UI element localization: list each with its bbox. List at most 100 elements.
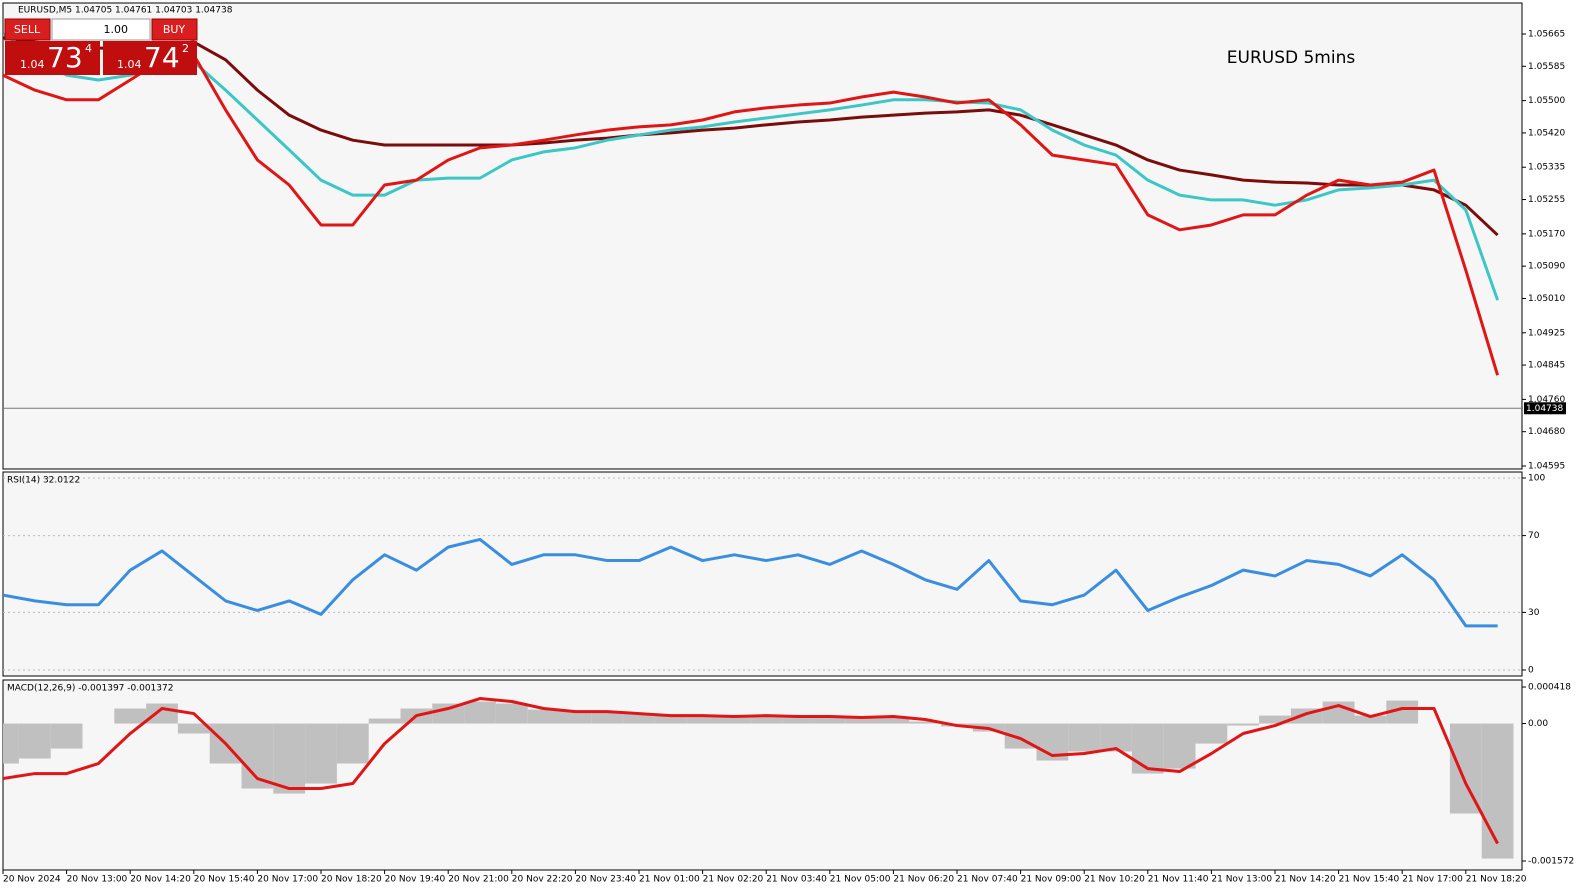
indicator-label: RSI(14) 32.0122 (7, 476, 80, 486)
plot-area (3, 697, 1514, 859)
histogram-bar (495, 703, 528, 724)
histogram-bar (1449, 723, 1482, 814)
x-tick-label: 20 Nov 18:20 (321, 875, 382, 885)
histogram-bar (782, 716, 814, 724)
histogram-bar (1195, 723, 1228, 744)
histogram-bar (464, 701, 496, 724)
y-tick-label: 1.05010 (1528, 294, 1565, 304)
histogram-bar (718, 716, 751, 724)
panel (2, 679, 1523, 871)
histogram-bar (909, 721, 942, 724)
panel (2, 471, 1523, 677)
x-tick-label: 21 Nov 07:40 (957, 875, 1018, 885)
histogram-bar (18, 723, 51, 759)
y-tick-label: 1.05665 (1528, 30, 1565, 40)
y-tick-label: -0.001572 (1528, 857, 1574, 867)
x-tick-label: 21 Nov 14:20 (1275, 875, 1336, 885)
histogram-bar (146, 703, 178, 724)
histogram-bar (1068, 723, 1101, 752)
histogram-bar (623, 713, 655, 724)
x-tick-label: 20 Nov 15:40 (194, 875, 255, 885)
histogram-bar (813, 716, 846, 724)
x-tick-label: 21 Nov 15:40 (1339, 875, 1400, 885)
x-tick-label: 20 Nov 22:20 (512, 875, 573, 885)
x-tick-label: 21 Nov 13:00 (1211, 875, 1272, 885)
x-tick-label: 20 Nov 2024 (3, 875, 61, 885)
x-tick-label: 21 Nov 01:00 (639, 875, 700, 885)
x-tick-label: 20 Nov 17:00 (257, 875, 318, 885)
histogram-bar (686, 715, 719, 724)
series-line (3, 697, 1499, 845)
lots-input[interactable] (51, 18, 151, 41)
histogram-bar (654, 715, 687, 724)
x-tick-label: 20 Nov 13:00 (67, 875, 128, 885)
histogram-bar (559, 711, 592, 724)
y-tick-label: 1.05170 (1528, 229, 1565, 239)
plot-area (3, 477, 1522, 671)
buy-button[interactable] (151, 18, 198, 41)
histogram-bar (1131, 723, 1164, 774)
histogram-bar (750, 715, 783, 724)
histogram-bar (1354, 715, 1387, 724)
sell-button[interactable] (4, 18, 51, 41)
y-tick-label: 1.05335 (1528, 163, 1565, 173)
y-tick-label: 1.05500 (1528, 96, 1565, 106)
histogram-bar (877, 716, 910, 724)
histogram-bar (50, 723, 83, 749)
y-tick-label: 0.000418 (1528, 683, 1571, 693)
x-tick-label: 21 Nov 06:20 (893, 875, 954, 885)
histogram-bar (368, 718, 401, 724)
x-tick-label: 21 Nov 17:00 (1402, 875, 1463, 885)
x-tick-label: 21 Nov 03:40 (766, 875, 827, 885)
y-tick-label: 1.05585 (1528, 62, 1565, 72)
histogram-bar (1481, 723, 1514, 859)
histogram-bar (432, 703, 465, 724)
histogram-bar (591, 711, 624, 724)
ask-sup: 2 (182, 42, 189, 55)
panel (2, 2, 1523, 470)
histogram-bar (336, 723, 369, 764)
histogram-bar (177, 723, 210, 734)
x-tick-label: 21 Nov 02:20 (703, 875, 764, 885)
sell-label: SELL (14, 23, 41, 36)
y-tick-label: 30 (1528, 608, 1540, 618)
histogram-bar (114, 708, 147, 724)
x-tick-label: 21 Nov 11:40 (1148, 875, 1209, 885)
x-tick-label: 21 Nov 10:20 (1084, 875, 1145, 885)
lots-value: 1.00 (104, 23, 129, 36)
y-tick-label: 1.04845 (1528, 361, 1565, 371)
current-price-label: 1.04738 (1526, 404, 1563, 414)
x-tick-label: 21 Nov 05:00 (830, 875, 891, 885)
ask-big: 1.04 (117, 58, 142, 71)
plot-area (3, 32, 1500, 376)
current-price-box (1524, 402, 1566, 415)
histogram-bar (1163, 723, 1196, 769)
y-tick-label: 1.04680 (1528, 427, 1565, 437)
x-tick-label: 20 Nov 19:40 (385, 875, 446, 885)
y-tick-label: 1.05090 (1528, 262, 1565, 272)
y-tick-label: 0.00 (1528, 719, 1548, 729)
y-tick-label: 1.04760 (1528, 395, 1565, 405)
y-tick-label: 0 (1528, 666, 1534, 676)
symbol-header: EURUSD,M5 1.04705 1.04761 1.04703 1.0473… (18, 6, 233, 16)
ask-box[interactable] (103, 41, 197, 75)
x-tick-label: 20 Nov 21:00 (448, 875, 509, 885)
x-tick-label: 20 Nov 23:40 (575, 875, 636, 885)
y-tick-label: 70 (1528, 531, 1540, 541)
histogram-bar (3, 723, 19, 764)
chart-title: EURUSD 5mins (1227, 48, 1356, 68)
series-line (3, 537, 1498, 628)
bid-box[interactable] (5, 41, 100, 75)
y-tick-label: 100 (1528, 474, 1545, 484)
histogram-bar (845, 717, 878, 724)
x-tick-label: 21 Nov 09:00 (1021, 875, 1082, 885)
bid-sup: 4 (85, 42, 92, 55)
histogram-bar (305, 723, 337, 784)
y-tick-label: 1.05420 (1528, 128, 1565, 138)
trade-panel: SELL 1.00 BUY 1.04 73 4 1.04 74 2 (4, 18, 198, 75)
ask-main: 74 (144, 41, 180, 74)
buy-label: BUY (163, 23, 186, 36)
bid-main: 73 (47, 41, 83, 74)
